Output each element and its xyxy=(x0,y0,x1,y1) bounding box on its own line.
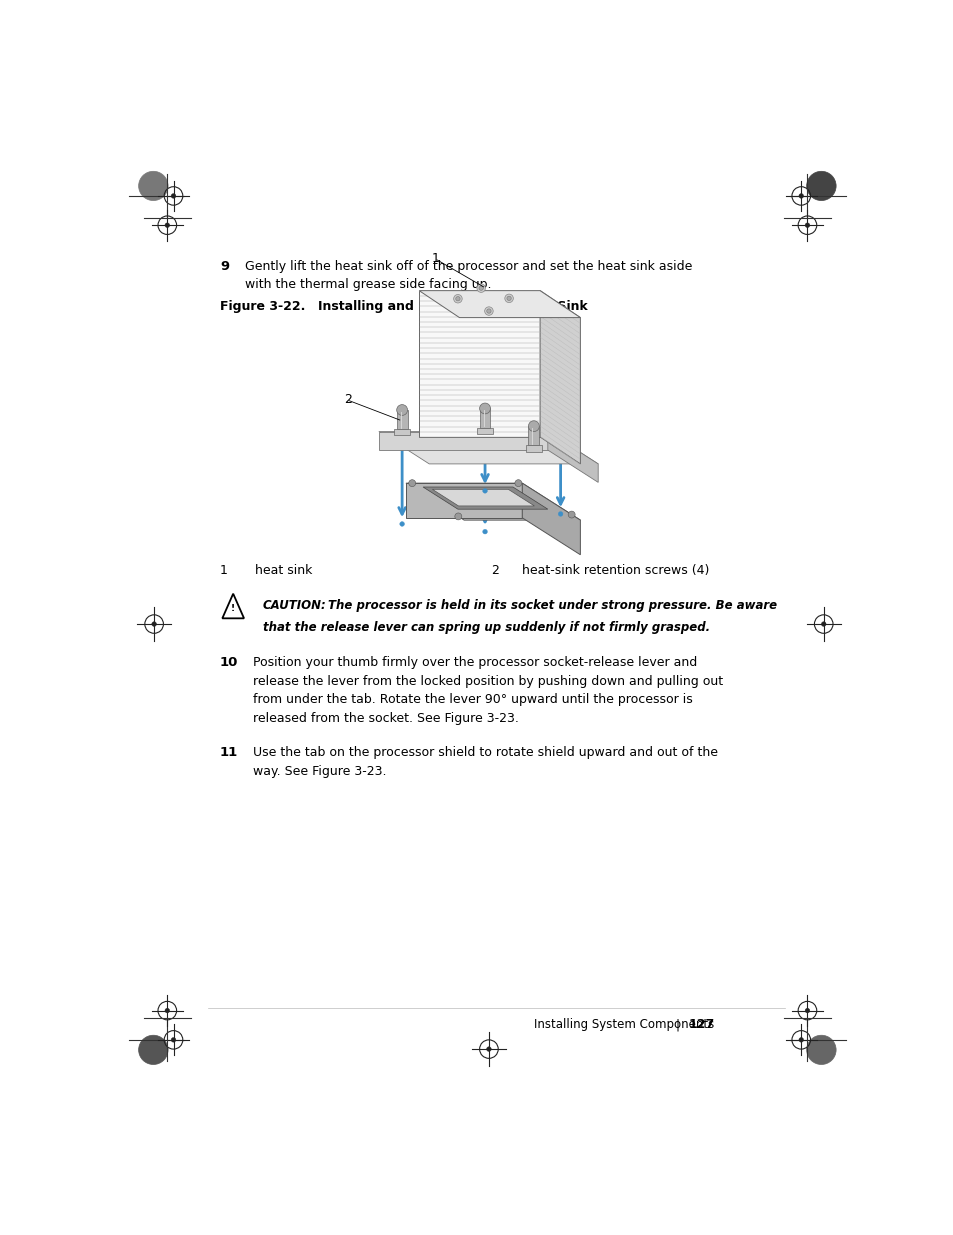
Text: |: | xyxy=(675,1019,679,1031)
Polygon shape xyxy=(479,409,490,427)
Circle shape xyxy=(482,489,487,493)
Circle shape xyxy=(528,421,538,431)
Polygon shape xyxy=(525,446,541,452)
Polygon shape xyxy=(406,483,579,520)
Circle shape xyxy=(152,621,156,626)
Circle shape xyxy=(456,296,459,301)
Circle shape xyxy=(165,1008,170,1013)
Circle shape xyxy=(482,530,487,534)
Polygon shape xyxy=(422,487,547,509)
Circle shape xyxy=(486,309,491,314)
Text: CAUTION:: CAUTION: xyxy=(262,599,326,613)
Text: heat sink: heat sink xyxy=(254,564,312,577)
Circle shape xyxy=(558,511,562,516)
Text: 9: 9 xyxy=(220,259,229,273)
Polygon shape xyxy=(528,426,538,446)
Text: 11: 11 xyxy=(220,746,238,760)
Polygon shape xyxy=(521,483,579,555)
Text: Gently lift the heat sink off of the processor and set the heat sink aside
with : Gently lift the heat sink off of the pro… xyxy=(245,259,692,291)
Text: !: ! xyxy=(231,604,235,614)
Circle shape xyxy=(804,1008,809,1013)
Polygon shape xyxy=(222,594,244,619)
Circle shape xyxy=(806,172,835,200)
Polygon shape xyxy=(378,431,547,450)
Circle shape xyxy=(171,194,175,199)
Circle shape xyxy=(478,287,483,290)
Circle shape xyxy=(171,1037,175,1042)
Text: Figure 3-22.: Figure 3-22. xyxy=(220,300,305,312)
Circle shape xyxy=(399,521,404,526)
Circle shape xyxy=(804,222,809,227)
Polygon shape xyxy=(418,290,579,317)
Polygon shape xyxy=(476,427,493,433)
Circle shape xyxy=(798,194,802,199)
Polygon shape xyxy=(406,483,521,517)
Text: Position your thumb firmly over the processor socket-release lever and
release t: Position your thumb firmly over the proc… xyxy=(253,656,722,725)
Text: 1: 1 xyxy=(431,252,439,266)
Circle shape xyxy=(138,1035,168,1065)
Text: Use the tab on the processor shield to rotate shield upward and out of the
way. : Use the tab on the processor shield to r… xyxy=(253,746,717,778)
Circle shape xyxy=(515,479,521,487)
Circle shape xyxy=(506,296,511,300)
Circle shape xyxy=(484,306,493,315)
Text: 127: 127 xyxy=(688,1019,715,1031)
Polygon shape xyxy=(378,431,598,464)
Circle shape xyxy=(476,284,485,293)
Circle shape xyxy=(408,479,416,487)
Circle shape xyxy=(479,403,490,414)
Circle shape xyxy=(486,1047,491,1051)
Circle shape xyxy=(138,172,168,200)
Text: 10: 10 xyxy=(220,656,238,669)
Polygon shape xyxy=(396,410,407,430)
Polygon shape xyxy=(432,489,534,506)
Text: 2: 2 xyxy=(491,564,498,577)
Polygon shape xyxy=(547,431,598,483)
Circle shape xyxy=(821,621,825,626)
Polygon shape xyxy=(539,290,579,464)
Circle shape xyxy=(568,511,575,517)
Polygon shape xyxy=(394,430,410,436)
Circle shape xyxy=(396,405,407,415)
Text: 2: 2 xyxy=(344,393,352,406)
Text: heat-sink retention screws (4): heat-sink retention screws (4) xyxy=(521,564,709,577)
Circle shape xyxy=(455,513,461,520)
Circle shape xyxy=(806,1035,835,1065)
Text: Installing System Components: Installing System Components xyxy=(534,1019,714,1031)
Circle shape xyxy=(798,1037,802,1042)
Text: 1: 1 xyxy=(220,564,228,577)
Circle shape xyxy=(504,294,513,303)
Text: that the release lever can spring up suddenly if not firmly grasped.: that the release lever can spring up sud… xyxy=(262,621,709,634)
Text: Installing and Removing the Heat Sink: Installing and Removing the Heat Sink xyxy=(317,300,587,312)
Text: The processor is held in its socket under strong pressure. Be aware: The processor is held in its socket unde… xyxy=(328,599,776,613)
Polygon shape xyxy=(418,290,539,437)
Circle shape xyxy=(454,294,461,303)
Circle shape xyxy=(165,222,170,227)
